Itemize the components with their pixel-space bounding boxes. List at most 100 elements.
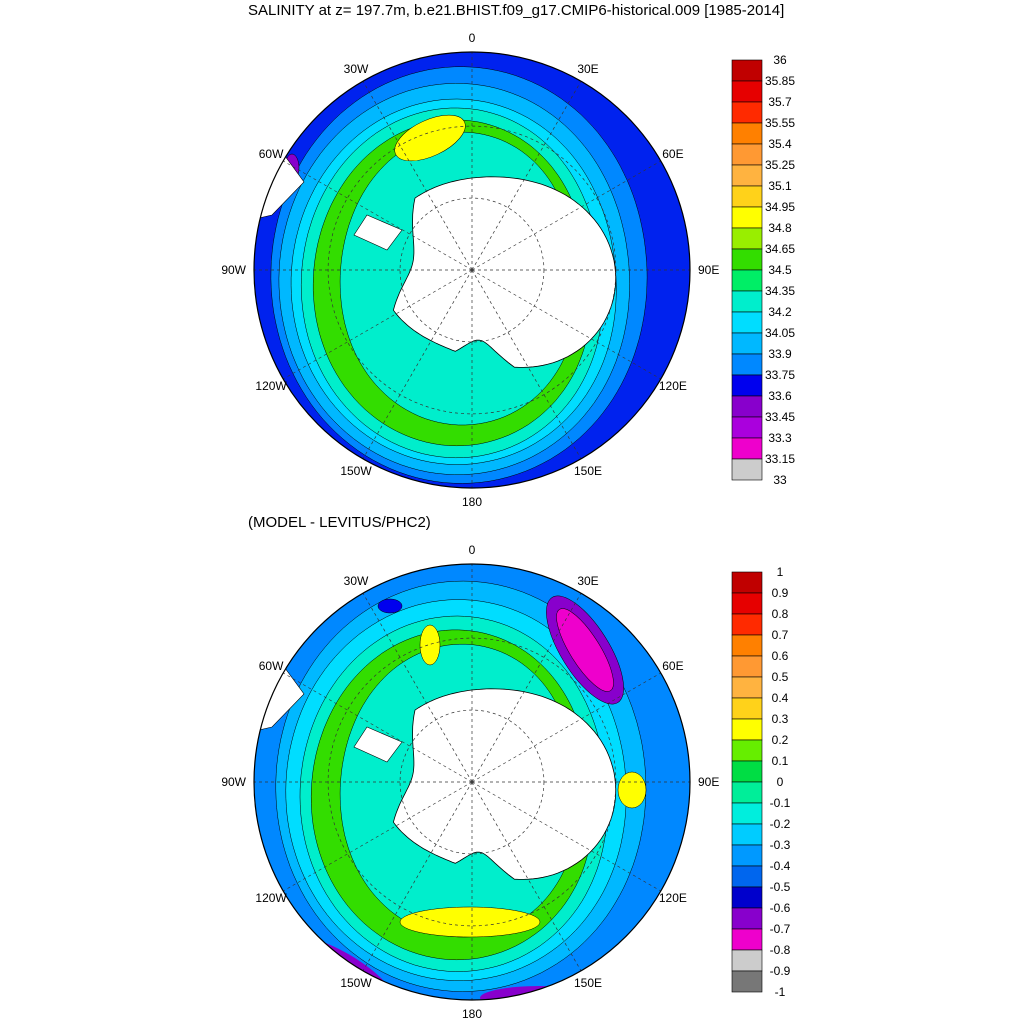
longitude-label: 60E <box>662 147 683 161</box>
colorbar-tick-label: -0.6 <box>770 901 791 915</box>
colorbar-tick-label: -0.7 <box>770 922 791 936</box>
antarctic-peninsula <box>353 214 403 251</box>
colorbar-tick-label: -0.8 <box>770 943 791 957</box>
meridian-line <box>283 672 473 783</box>
latitude-circle <box>399 709 545 855</box>
longitude-label: 180 <box>462 495 482 509</box>
longitude-label: 120E <box>659 891 687 905</box>
longitude-label: 60W <box>259 659 284 673</box>
colorbar-segment <box>731 416 763 439</box>
graticule <box>254 52 690 488</box>
colorbar-segment <box>731 718 763 741</box>
field-layer <box>254 564 690 1000</box>
high-patch <box>399 906 541 938</box>
latitude-circle <box>327 637 617 927</box>
meridian-line <box>362 781 473 971</box>
low-patch <box>377 598 403 614</box>
colorbar-tick-label: 0.9 <box>772 586 789 600</box>
meridian-line <box>362 269 473 459</box>
antarctic-peninsula <box>353 726 403 763</box>
colorbar-segment <box>731 886 763 909</box>
colorbar-tick-label: 34.95 <box>765 200 795 214</box>
colorbar-tick-label: 33 <box>773 473 787 487</box>
longitude-label: 30E <box>577 62 598 76</box>
longitude-label: 150E <box>574 464 602 478</box>
longitude-label: 120W <box>255 379 287 393</box>
longitude-label: 120W <box>255 891 287 905</box>
meridian-line <box>471 672 661 783</box>
colorbar-tick-label: 34.65 <box>765 242 795 256</box>
meridian-line <box>471 781 661 892</box>
colorbar-tick-label: 34.8 <box>768 221 792 235</box>
colorbar-tick-label: 0.3 <box>772 712 789 726</box>
meridian-line <box>283 160 473 271</box>
colorbar-tick-label: 34.5 <box>768 263 792 277</box>
colorbar-tick-label: 0.7 <box>772 628 789 642</box>
colorbar-segment <box>731 59 763 82</box>
colorbar-tick-label: 35.7 <box>768 95 792 109</box>
colorbar-segment <box>731 80 763 103</box>
salinity-colorbar: 36 35.85 35.7 35.55 35.4 35.25 35.1 34.95 34.8 34… <box>731 53 795 487</box>
colorbar-tick-label: -0.2 <box>770 817 791 831</box>
longitude-label: 90E <box>698 775 719 789</box>
colorbar-segment <box>731 332 763 355</box>
field-layer <box>254 52 690 488</box>
colorbar-tick-label: 0.4 <box>772 691 789 705</box>
meridian-line <box>283 781 473 892</box>
colorbar-segment <box>731 655 763 678</box>
colorbar-segment <box>731 248 763 271</box>
meridian-line <box>362 81 473 271</box>
longitude-label: 150E <box>574 976 602 990</box>
colorbar-segment <box>731 571 763 594</box>
colorbar-tick-label: 0.8 <box>772 607 789 621</box>
longitude-label: 90E <box>698 263 719 277</box>
colorbar-tick-label: -0.4 <box>770 859 791 873</box>
colorbar-segment <box>731 802 763 825</box>
colorbar-tick-label: 33.45 <box>765 410 795 424</box>
longitude-label: 30E <box>577 574 598 588</box>
map-border <box>253 563 691 1001</box>
colorbar-tick-label: 33.9 <box>768 347 792 361</box>
colorbar-tick-label: 0.5 <box>772 670 789 684</box>
longitude-label: 60E <box>662 659 683 673</box>
colorbar-segment <box>731 823 763 846</box>
colorbar-segment <box>731 395 763 418</box>
colorbar-segment <box>731 101 763 124</box>
meridian-line <box>471 269 661 380</box>
negative-patch <box>556 608 614 692</box>
colorbar-segment <box>731 458 763 481</box>
colorbar-segment <box>731 311 763 334</box>
graticule <box>254 564 690 1000</box>
colorbar-segment <box>731 760 763 783</box>
latitude-circle <box>327 125 617 415</box>
colorbar-segment <box>731 185 763 208</box>
high-patch <box>419 624 441 666</box>
map-title: SALINITY at z= 197.7m, b.e21.BHIST.f09_g… <box>248 2 785 19</box>
longitude-label: 30W <box>344 62 369 76</box>
colorbar-segment <box>731 437 763 460</box>
meridian-line <box>471 81 582 271</box>
antarctica-landmass <box>392 688 617 880</box>
colorbar-tick-label: 35.1 <box>768 179 792 193</box>
colorbar-segment <box>731 613 763 636</box>
colorbar-tick-label: 1 <box>777 565 784 579</box>
longitude-label: 150W <box>340 464 372 478</box>
longitude-label: 120E <box>659 379 687 393</box>
meridian-line <box>471 160 661 271</box>
colorbar-segment <box>731 928 763 951</box>
colorbar-segment <box>731 143 763 166</box>
difference-map-title: (MODEL - LEVITUS/PHC2) <box>248 514 431 531</box>
colorbar-segment <box>731 865 763 888</box>
colorbar-segment <box>731 907 763 930</box>
colorbar-segment <box>731 269 763 292</box>
longitude-label: 60W <box>259 147 284 161</box>
colorbar-tick-label: 35.85 <box>765 74 795 88</box>
longitude-label: 0 <box>469 543 476 557</box>
salinity-map: 0 30E 60E 90E 120E 150E 180 150W 120W 90W 60W 30W <box>221 31 719 509</box>
colorbar-tick-label: 33.6 <box>768 389 792 403</box>
difference-map: 0 30E 60E 90E 120E 150E 180 150W 120W 90W 60W 30W <box>221 543 719 1021</box>
colorbar-segment <box>731 634 763 657</box>
colorbar-tick-label: 35.55 <box>765 116 795 130</box>
colorbar-tick-label: -0.1 <box>770 796 791 810</box>
longitude-label: 0 <box>469 31 476 45</box>
